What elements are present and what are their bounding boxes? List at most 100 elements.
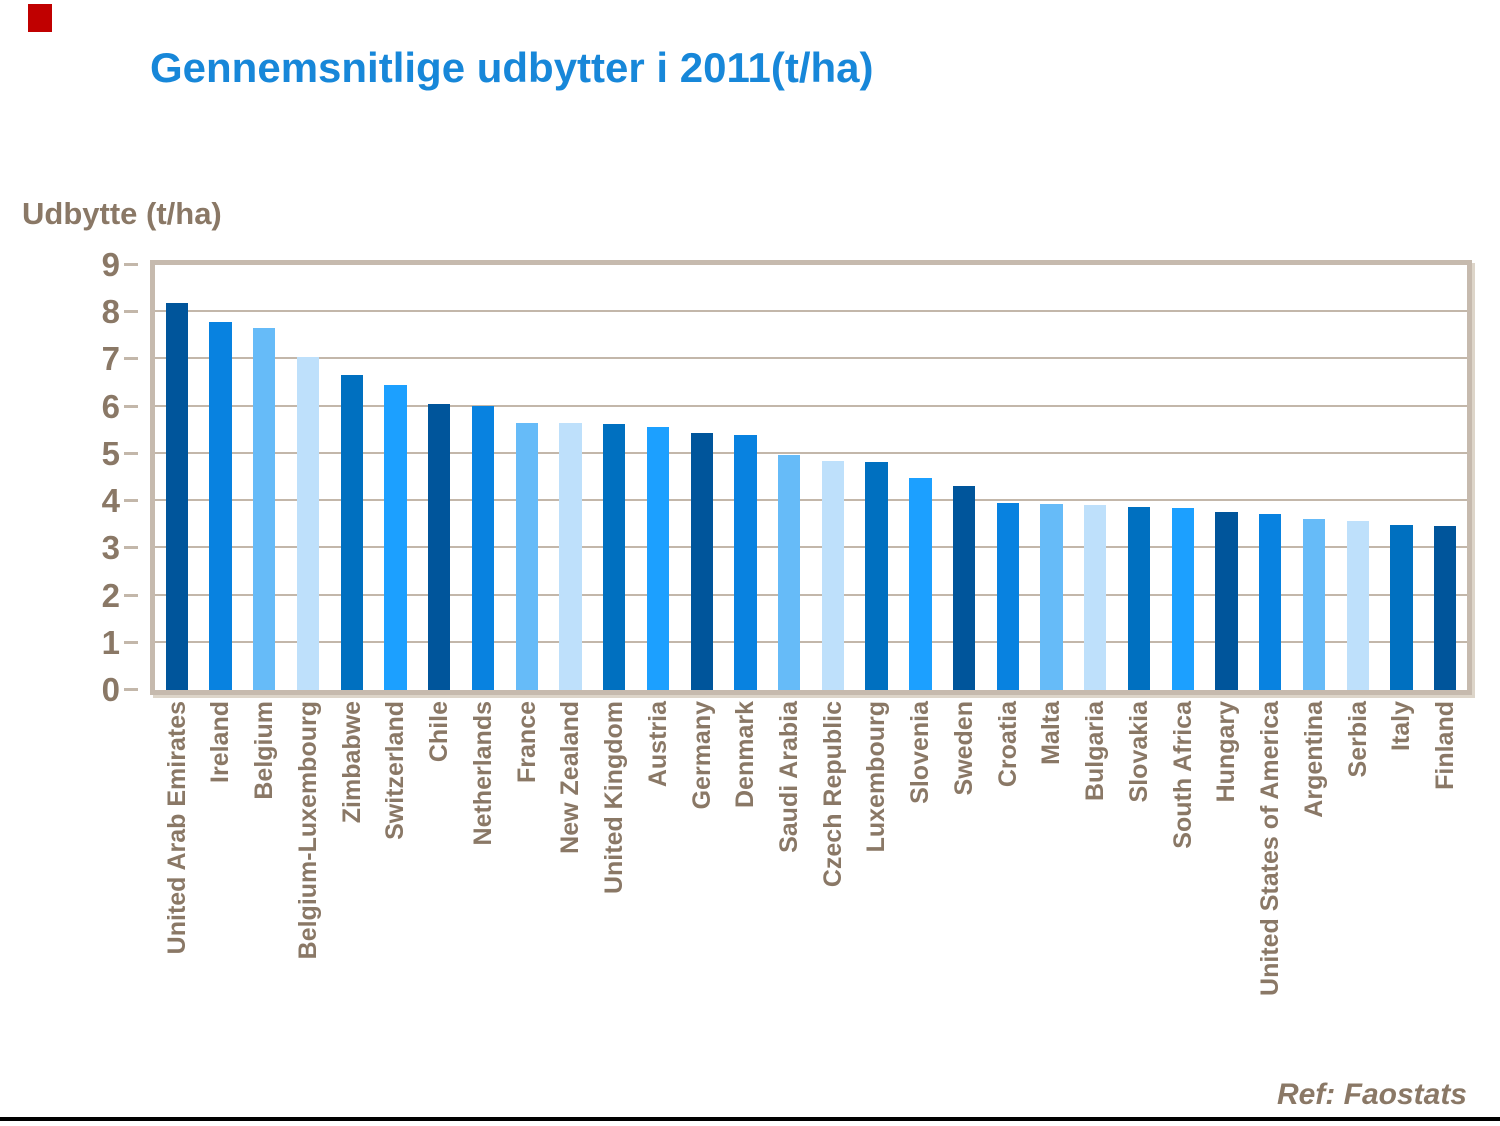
- x-label-cell: Croatia: [986, 701, 1030, 1071]
- x-axis-label: United Kingdom: [600, 701, 629, 895]
- y-tick-label: 8: [101, 293, 120, 331]
- bar-cell: [1073, 265, 1117, 690]
- bar-cell: [811, 265, 855, 690]
- y-tick-label: 7: [101, 340, 120, 378]
- x-label-cell: South Africa: [1161, 701, 1205, 1071]
- x-axis-label: United States of America: [1256, 701, 1285, 996]
- bar: [1259, 514, 1282, 690]
- bar: [428, 403, 451, 690]
- x-label-cell: Chile: [417, 701, 461, 1071]
- x-label-cell: United Arab Emirates: [155, 701, 199, 1071]
- bar-cell: [592, 265, 636, 690]
- bar: [471, 405, 495, 690]
- bar: [821, 460, 845, 690]
- bar: [165, 302, 189, 690]
- x-label-cell: Czech Republic: [811, 701, 855, 1071]
- x-label-cell: Ireland: [199, 701, 243, 1071]
- reference-note: Ref: Faostats: [1276, 1078, 1467, 1111]
- y-tick-mark: [124, 404, 138, 408]
- bar-cell: [286, 265, 330, 690]
- x-axis-label: United Arab Emirates: [162, 701, 191, 955]
- y-axis: 0 1 2 3 4 5 6 7 8 9: [0, 246, 150, 708]
- bar-cell: [374, 265, 418, 690]
- plot-area: [150, 260, 1472, 695]
- bar: [1084, 505, 1107, 690]
- x-label-cell: United Kingdom: [592, 701, 636, 1071]
- y-tick-mark: [124, 640, 138, 644]
- x-axis-label: Belgium: [250, 701, 279, 800]
- bar-cell: [199, 265, 243, 690]
- y-tick-mark: [124, 546, 138, 550]
- x-axis-label: Netherlands: [468, 701, 497, 846]
- bar-cell: [1380, 265, 1424, 690]
- x-axis-label: South Africa: [1168, 701, 1197, 849]
- y-tick-mark: [124, 451, 138, 455]
- y-tick-label: 4: [101, 482, 120, 520]
- x-axis-label: Belgium-Luxembourg: [293, 701, 322, 960]
- x-label-cell: Sweden: [942, 701, 986, 1071]
- y-tick-label: 0: [101, 671, 120, 708]
- x-axis-label: Italy: [1387, 701, 1416, 752]
- bar-cell: [1423, 265, 1467, 690]
- y-tick-mark: [124, 263, 138, 266]
- x-axis-label: Sweden: [949, 701, 978, 796]
- x-label-cell: Serbia: [1336, 701, 1380, 1071]
- bar-cell: [680, 265, 724, 690]
- bar-series: [155, 265, 1467, 690]
- bar: [603, 424, 626, 690]
- x-axis-label: Ireland: [206, 701, 235, 783]
- y-tick-label: 9: [101, 246, 120, 283]
- bar-cell: [1205, 265, 1249, 690]
- x-label-cell: Belgium: [242, 701, 286, 1071]
- bar-cell: [986, 265, 1030, 690]
- x-axis-label: Chile: [425, 701, 454, 763]
- bar-cell: [549, 265, 593, 690]
- bar: [1215, 511, 1238, 690]
- bar: [1127, 507, 1151, 690]
- gridlines: [155, 265, 1467, 690]
- bar: [515, 422, 538, 690]
- bar-cell: [155, 265, 199, 690]
- y-tick-label: 2: [101, 576, 120, 614]
- x-axis-label: Malta: [1037, 701, 1066, 765]
- y-tick-mark: [124, 593, 138, 597]
- x-label-cell: Slovenia: [898, 701, 942, 1071]
- y-tick-mark: [124, 357, 138, 361]
- x-axis-labels: United Arab Emirates Ireland Belgium Belgiu…: [155, 701, 1467, 1071]
- bar-cell: [855, 265, 899, 690]
- bar: [952, 485, 976, 690]
- bar: [1171, 507, 1194, 690]
- x-label-cell: Malta: [1030, 701, 1074, 1071]
- bar: [384, 384, 407, 690]
- x-label-cell: Italy: [1380, 701, 1424, 1071]
- y-tick-mark: [124, 310, 138, 314]
- bar: [690, 432, 713, 690]
- bar-cell: [1248, 265, 1292, 690]
- x-label-cell: Argentina: [1292, 701, 1336, 1071]
- bar: [253, 328, 276, 690]
- y-tick-label: 3: [101, 529, 120, 567]
- bar-cell: [767, 265, 811, 690]
- x-label-cell: Switzerland: [374, 701, 418, 1071]
- y-tick-mark: [124, 499, 138, 503]
- bar-cell: [461, 265, 505, 690]
- bar: [1390, 525, 1413, 690]
- bar: [340, 375, 363, 690]
- bar: [778, 455, 801, 690]
- x-label-cell: Zimbabwe: [330, 701, 374, 1071]
- gridline: [155, 357, 1467, 360]
- bar: [1302, 519, 1326, 690]
- x-label-cell: United States of America: [1248, 701, 1292, 1071]
- x-label-cell: Austria: [636, 701, 680, 1071]
- bar-cell: [1117, 265, 1161, 690]
- x-axis-label: Switzerland: [381, 701, 410, 840]
- y-tick-mark: [124, 688, 138, 691]
- x-axis-label: Slovenia: [906, 701, 935, 804]
- bar: [559, 423, 582, 690]
- x-axis-label: Czech Republic: [818, 701, 847, 888]
- bar-cell: [636, 265, 680, 690]
- bar: [865, 462, 888, 690]
- x-label-cell: Luxembourg: [855, 701, 899, 1071]
- gridline: [155, 310, 1467, 313]
